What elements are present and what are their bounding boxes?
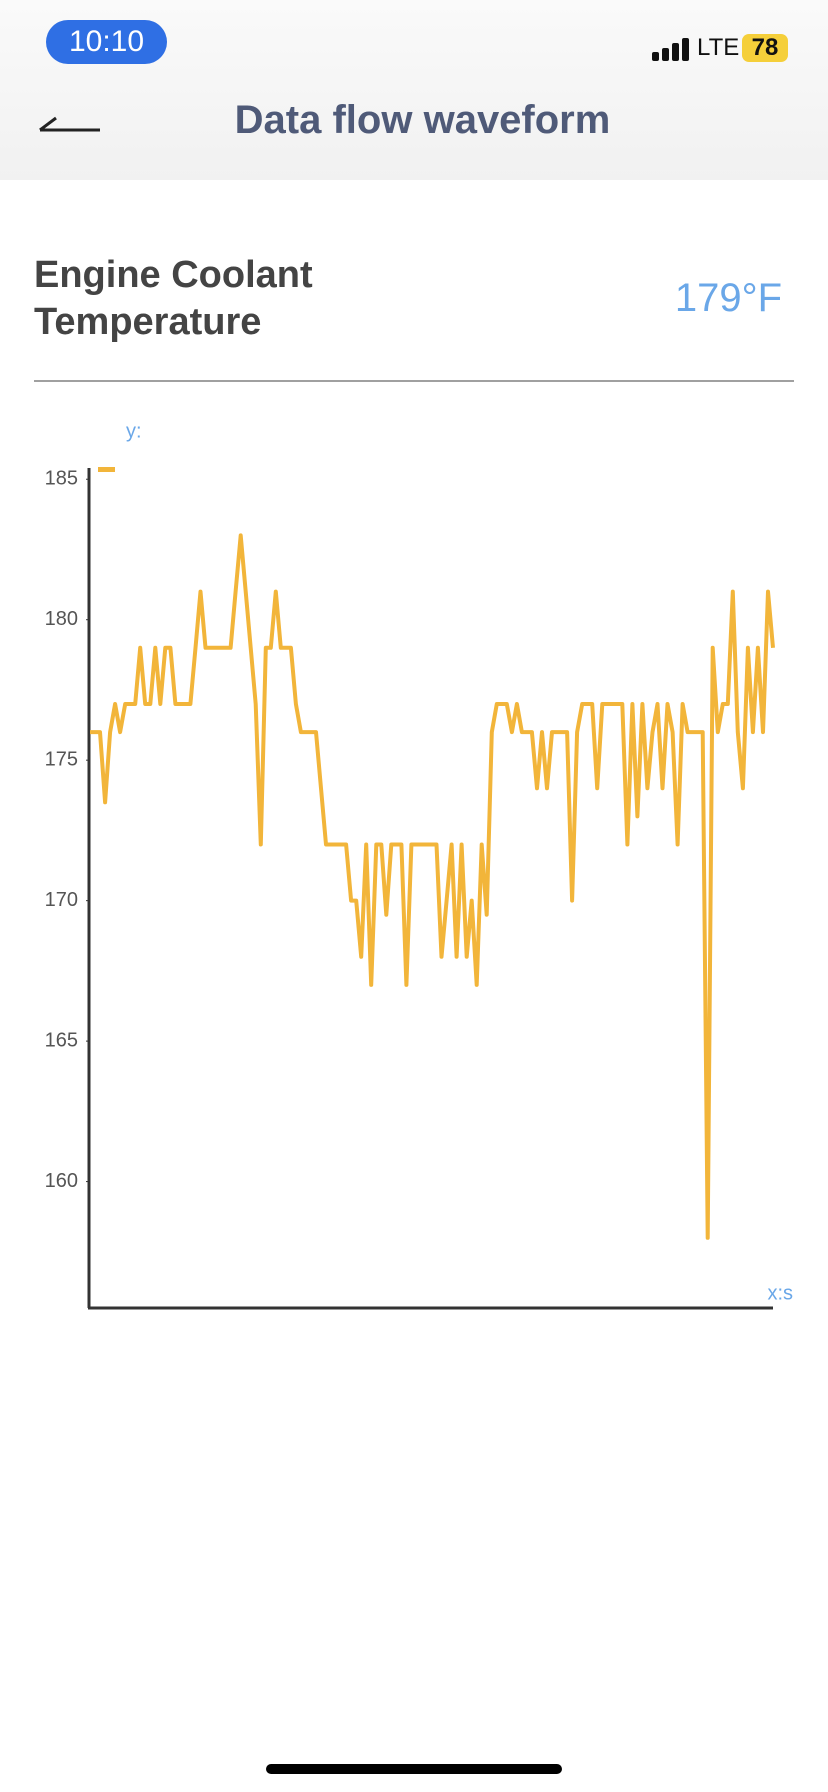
y-tick-label: 180 (45, 608, 78, 630)
status-time: 10:10 (46, 20, 167, 64)
legend-swatch (98, 467, 115, 472)
status-network: LTE (697, 34, 740, 61)
y-tick-label: 185 (45, 468, 78, 490)
back-button[interactable] (38, 112, 104, 136)
status-battery: 78 (742, 34, 788, 62)
y-axis-label: y: (126, 420, 142, 442)
reading-label: Engine Coolant Temperature (34, 254, 313, 343)
reading-value: 179°F (674, 276, 782, 320)
signal-icon (652, 38, 689, 61)
y-tick-label: 175 (45, 748, 78, 770)
y-tick-label: 170 (45, 889, 78, 911)
page-title: Data flow waveform (234, 98, 611, 142)
y-tick-label: 165 (45, 1029, 78, 1051)
home-indicator (266, 1764, 562, 1774)
data-line (90, 533, 775, 1240)
divider (34, 380, 794, 382)
x-axis-label: x:s (767, 1282, 793, 1304)
y-tick-label: 160 (45, 1170, 78, 1192)
chart: y: x:s 160 165 170 175 180 185 (45, 420, 793, 1310)
